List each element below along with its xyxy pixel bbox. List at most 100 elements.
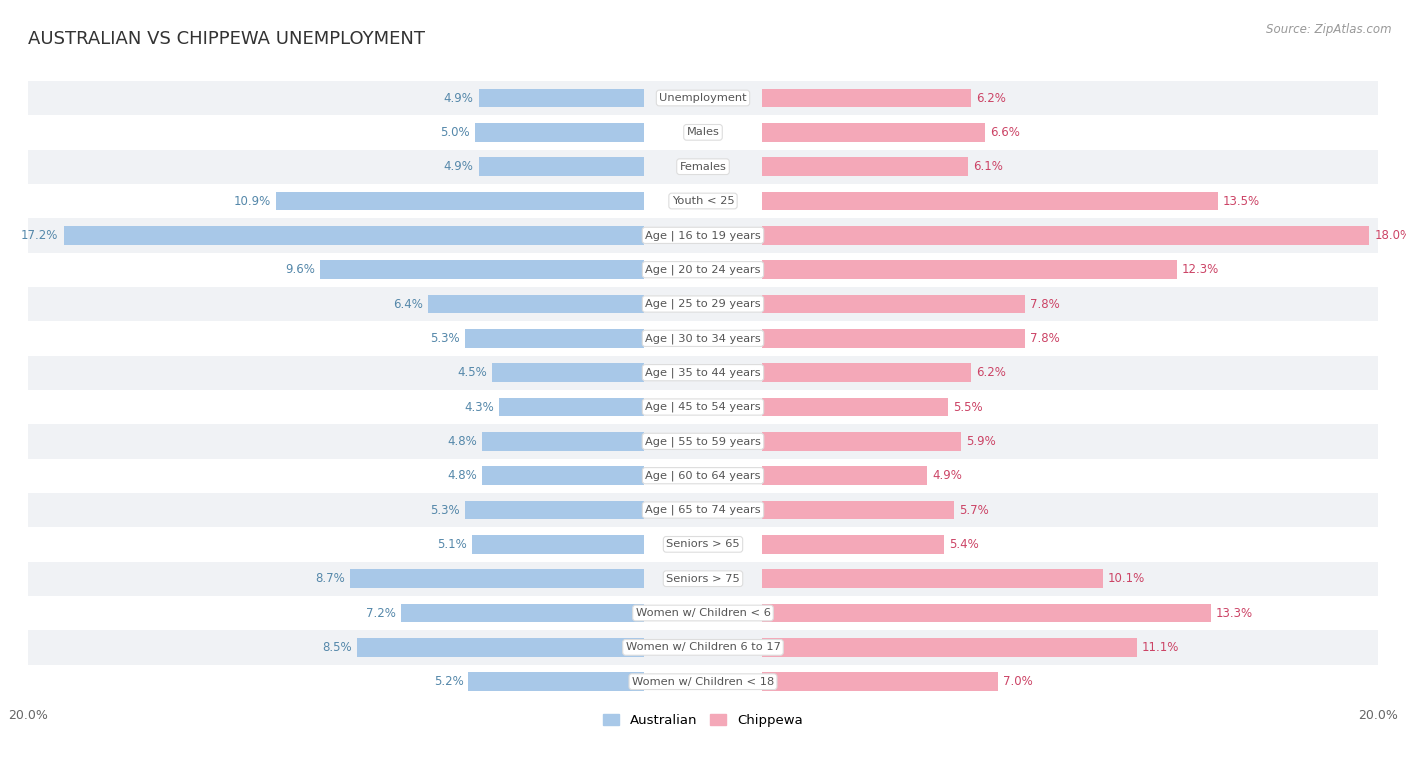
Bar	[465, 500, 644, 519]
Text: 13.5%: 13.5%	[1223, 195, 1260, 207]
Text: 4.9%: 4.9%	[932, 469, 962, 482]
Bar	[478, 157, 644, 176]
Bar	[762, 260, 1177, 279]
Text: 18.0%: 18.0%	[1375, 229, 1406, 241]
Text: Age | 16 to 19 years: Age | 16 to 19 years	[645, 230, 761, 241]
Text: AUSTRALIAN VS CHIPPEWA UNEMPLOYMENT: AUSTRALIAN VS CHIPPEWA UNEMPLOYMENT	[28, 30, 425, 48]
Bar	[762, 89, 972, 107]
Text: 8.5%: 8.5%	[322, 641, 352, 654]
Bar	[465, 329, 644, 347]
Bar	[492, 363, 644, 382]
Bar	[762, 672, 998, 691]
Bar	[28, 630, 1378, 665]
Text: Males: Males	[686, 127, 720, 137]
Bar	[350, 569, 644, 588]
Text: 5.2%: 5.2%	[433, 675, 464, 688]
Bar	[499, 397, 644, 416]
Text: 12.3%: 12.3%	[1182, 263, 1219, 276]
Text: 7.8%: 7.8%	[1031, 332, 1060, 345]
Text: Unemployment: Unemployment	[659, 93, 747, 103]
Bar	[28, 356, 1378, 390]
Bar	[762, 226, 1369, 245]
Text: Age | 30 to 34 years: Age | 30 to 34 years	[645, 333, 761, 344]
Bar	[63, 226, 644, 245]
Text: Women w/ Children < 6: Women w/ Children < 6	[636, 608, 770, 618]
Text: 5.7%: 5.7%	[959, 503, 990, 516]
Bar	[475, 123, 644, 142]
Text: 10.1%: 10.1%	[1108, 572, 1144, 585]
Bar	[28, 493, 1378, 527]
Bar	[762, 294, 1025, 313]
Bar	[762, 329, 1025, 347]
Bar	[28, 184, 1378, 218]
Text: Source: ZipAtlas.com: Source: ZipAtlas.com	[1267, 23, 1392, 36]
Bar	[28, 596, 1378, 630]
Text: 5.9%: 5.9%	[966, 435, 995, 448]
Bar	[28, 321, 1378, 356]
Text: Age | 45 to 54 years: Age | 45 to 54 years	[645, 402, 761, 413]
Bar	[762, 157, 967, 176]
Bar	[28, 390, 1378, 424]
Text: Age | 60 to 64 years: Age | 60 to 64 years	[645, 470, 761, 481]
Bar	[28, 115, 1378, 150]
Text: Youth < 25: Youth < 25	[672, 196, 734, 206]
Text: Age | 55 to 59 years: Age | 55 to 59 years	[645, 436, 761, 447]
Bar	[478, 89, 644, 107]
Text: 7.8%: 7.8%	[1031, 298, 1060, 310]
Text: 17.2%: 17.2%	[21, 229, 59, 241]
Text: Women w/ Children < 18: Women w/ Children < 18	[631, 677, 775, 687]
Bar	[762, 535, 945, 554]
Bar	[762, 123, 984, 142]
Bar	[401, 603, 644, 622]
Text: 7.0%: 7.0%	[1004, 675, 1033, 688]
Text: 5.0%: 5.0%	[440, 126, 470, 139]
Bar	[28, 424, 1378, 459]
Text: 4.9%: 4.9%	[444, 160, 474, 173]
Bar	[357, 638, 644, 657]
Text: 4.8%: 4.8%	[447, 469, 477, 482]
Bar	[468, 672, 644, 691]
Bar	[762, 397, 948, 416]
Text: 6.2%: 6.2%	[976, 366, 1007, 379]
Text: Age | 25 to 29 years: Age | 25 to 29 years	[645, 299, 761, 310]
Bar	[427, 294, 644, 313]
Text: 6.1%: 6.1%	[973, 160, 1002, 173]
Bar	[482, 466, 644, 485]
Text: 5.3%: 5.3%	[430, 503, 460, 516]
Bar	[28, 150, 1378, 184]
Bar	[28, 218, 1378, 253]
Bar	[28, 287, 1378, 321]
Text: 4.8%: 4.8%	[447, 435, 477, 448]
Text: 5.3%: 5.3%	[430, 332, 460, 345]
Text: 6.2%: 6.2%	[976, 92, 1007, 104]
Bar	[762, 432, 962, 451]
Text: Seniors > 65: Seniors > 65	[666, 539, 740, 550]
Legend: Australian, Chippewa: Australian, Chippewa	[598, 709, 808, 732]
Text: Age | 35 to 44 years: Age | 35 to 44 years	[645, 367, 761, 378]
Bar	[762, 192, 1218, 210]
Bar	[28, 665, 1378, 699]
Bar	[28, 527, 1378, 562]
Bar	[762, 638, 1136, 657]
Text: Seniors > 75: Seniors > 75	[666, 574, 740, 584]
Bar	[28, 81, 1378, 115]
Bar	[762, 500, 955, 519]
Text: 8.7%: 8.7%	[315, 572, 346, 585]
Bar	[762, 603, 1211, 622]
Bar	[762, 363, 972, 382]
Text: 4.5%: 4.5%	[457, 366, 486, 379]
Bar	[762, 569, 1102, 588]
Text: 6.6%: 6.6%	[990, 126, 1019, 139]
Bar	[276, 192, 644, 210]
Text: 4.3%: 4.3%	[464, 400, 494, 413]
Text: Females: Females	[679, 162, 727, 172]
Text: 11.1%: 11.1%	[1142, 641, 1180, 654]
Text: 7.2%: 7.2%	[366, 606, 396, 619]
Text: 13.3%: 13.3%	[1216, 606, 1253, 619]
Bar	[762, 466, 928, 485]
Text: 4.9%: 4.9%	[444, 92, 474, 104]
Text: 5.4%: 5.4%	[949, 538, 979, 551]
Bar	[472, 535, 644, 554]
Text: 10.9%: 10.9%	[233, 195, 271, 207]
Text: 9.6%: 9.6%	[285, 263, 315, 276]
